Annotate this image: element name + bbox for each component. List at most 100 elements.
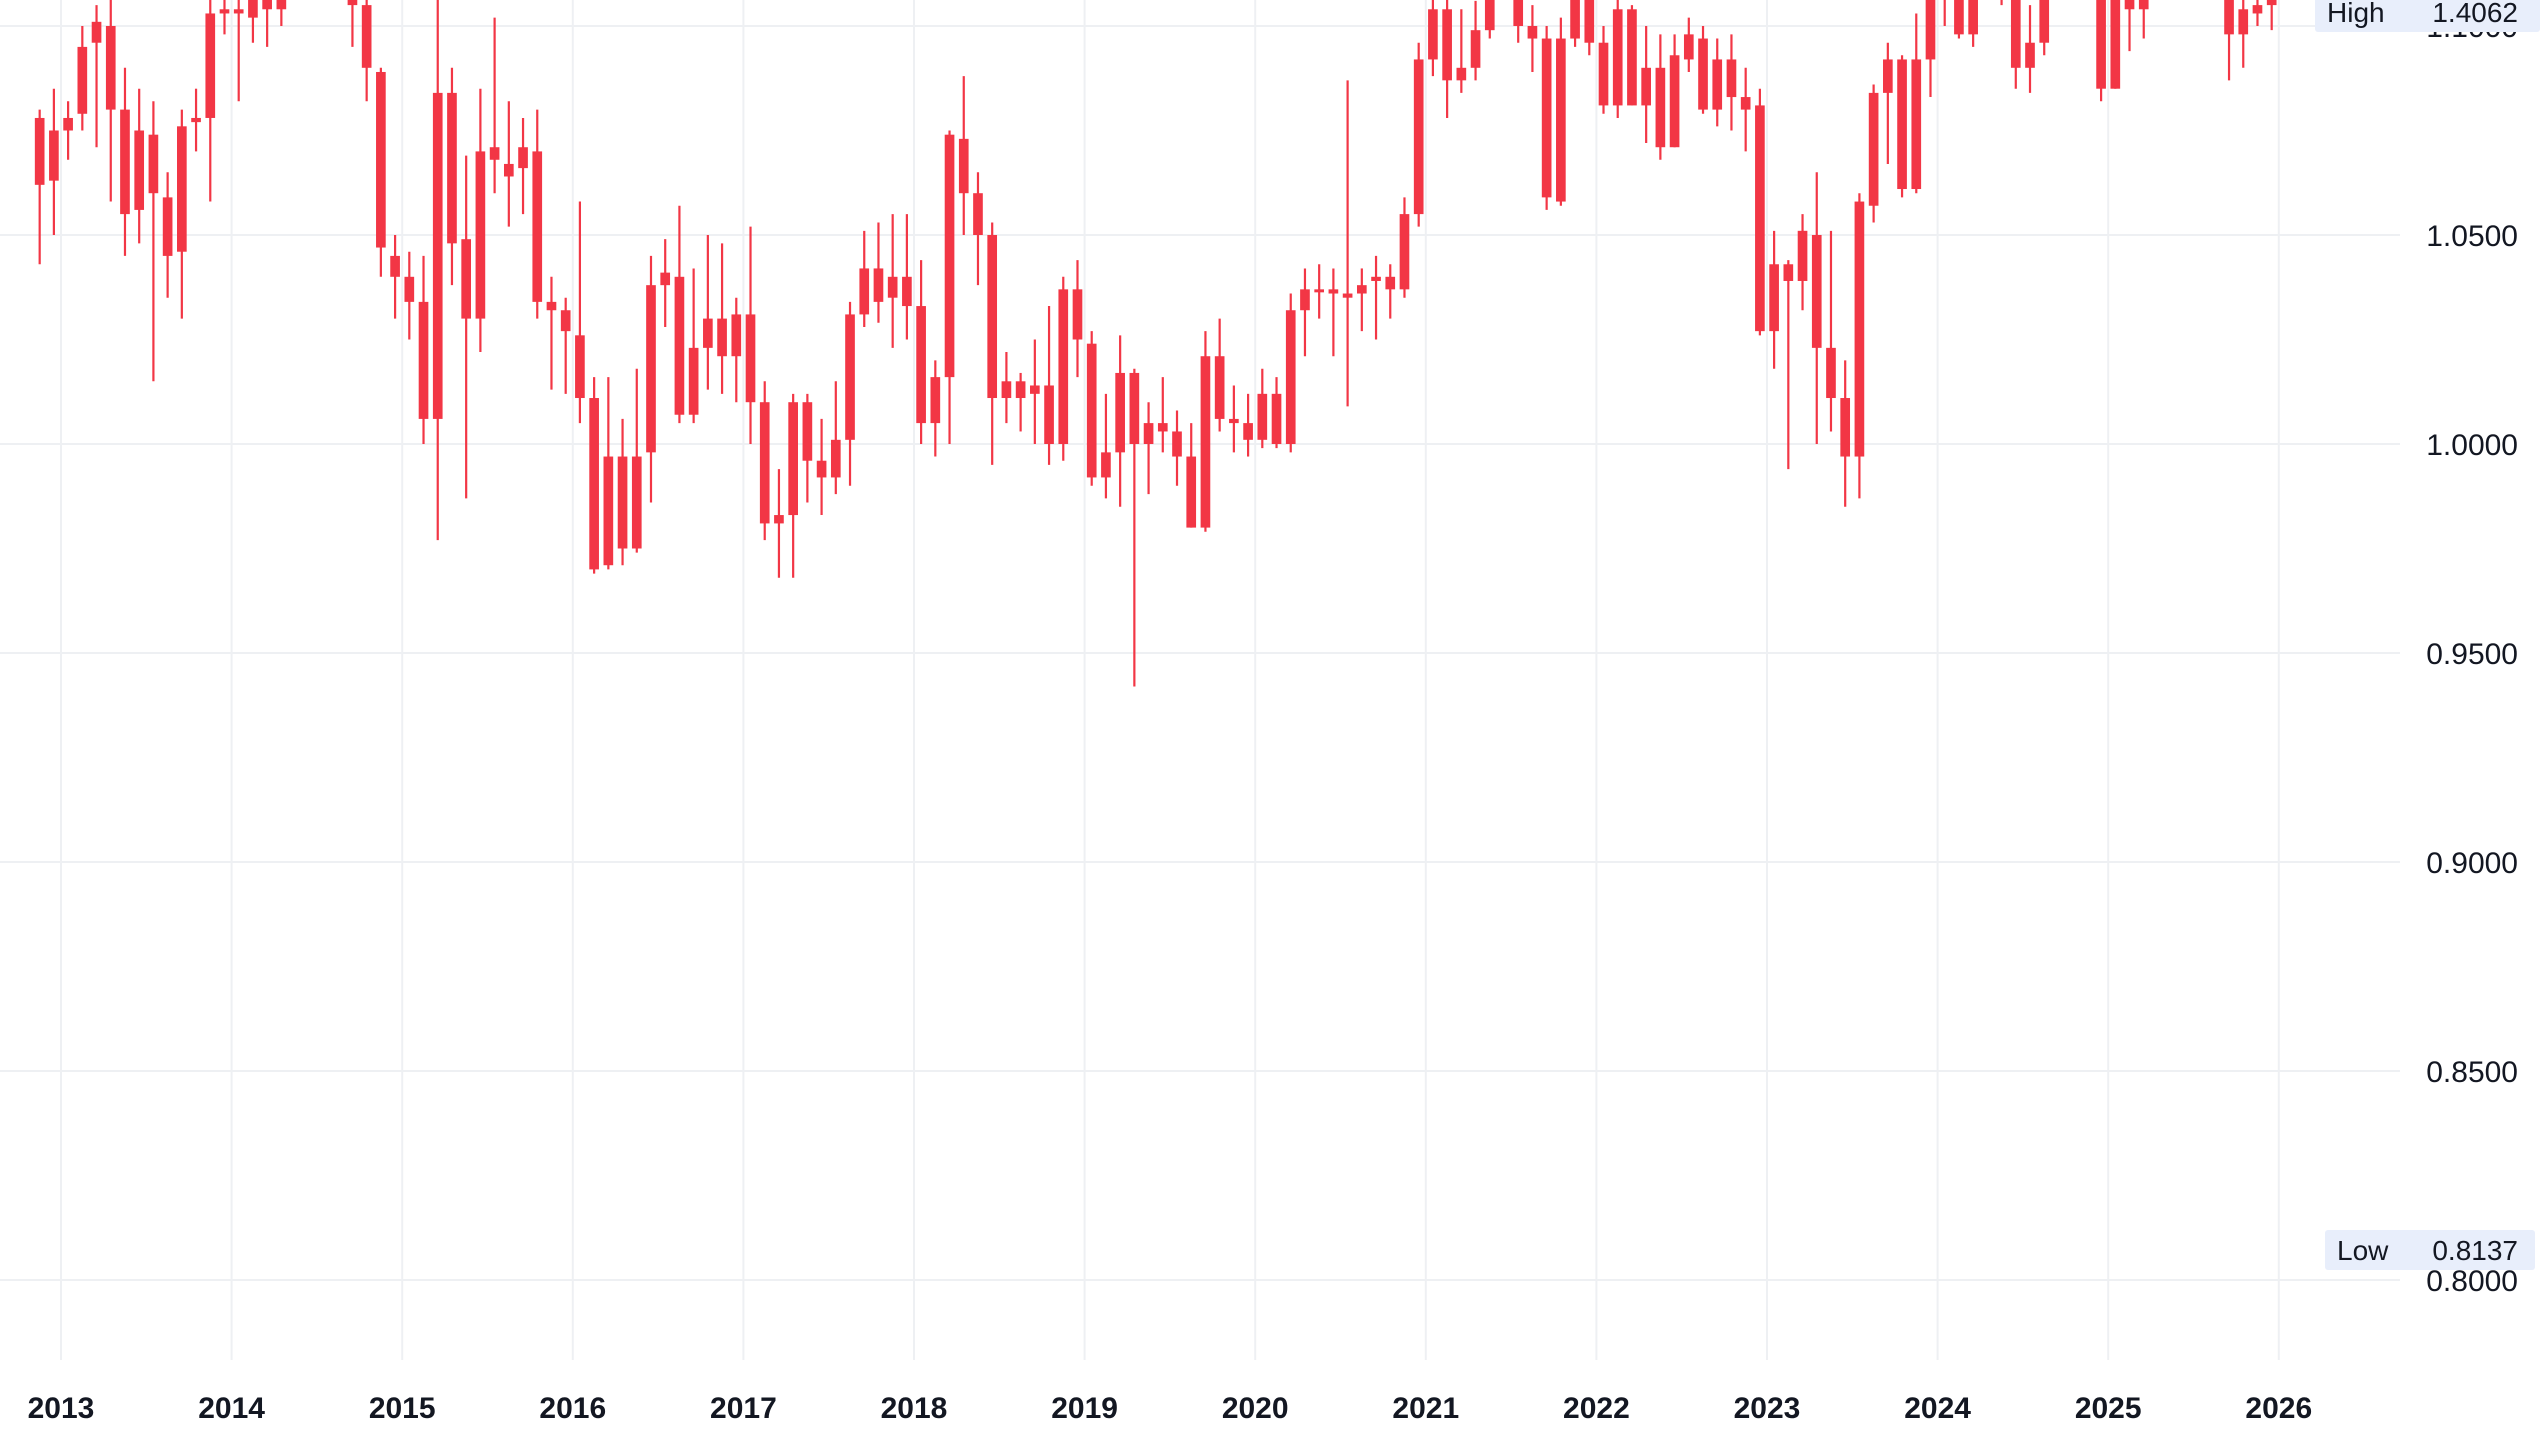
candle-body	[1086, 343, 1097, 478]
candle	[390, 235, 400, 319]
candle-body	[1143, 423, 1154, 444]
candle	[1257, 368, 1268, 449]
candle	[2096, 0, 2106, 102]
candle-body	[1811, 235, 1822, 348]
candle-body	[1897, 59, 1907, 190]
candle-body	[1442, 9, 1452, 81]
x-tick-label: 2022	[1563, 1392, 1630, 1425]
candle	[1698, 26, 1708, 114]
candle-body	[418, 301, 429, 419]
candle	[205, 0, 216, 202]
candle-body	[1200, 356, 1211, 528]
candle	[2238, 0, 2249, 68]
candle-body	[518, 147, 528, 169]
candle	[432, 0, 443, 541]
candle	[731, 297, 742, 403]
candle	[1683, 17, 1694, 72]
candle-body	[560, 310, 571, 332]
candle	[1484, 0, 1495, 39]
candle-body	[1627, 9, 1637, 106]
candle-body	[2025, 42, 2035, 68]
candle-body	[646, 285, 656, 453]
candle-body	[1157, 423, 1168, 432]
candle	[1627, 5, 1637, 106]
candle	[1925, 0, 1936, 98]
candle	[1086, 331, 1097, 486]
candle	[1428, 0, 1438, 77]
candle	[2000, 0, 2003, 6]
candle	[930, 360, 941, 457]
high-badge-bg	[2315, 0, 2540, 32]
candle	[532, 109, 543, 319]
candle-body	[447, 92, 457, 244]
candle	[49, 88, 59, 235]
candle-body	[1868, 92, 1879, 206]
candle-body	[148, 134, 159, 194]
candle-body	[2224, 0, 2234, 35]
candle	[91, 5, 102, 148]
candle-body	[1655, 67, 1666, 148]
axis-labels: 2013 2014 2015 2016 2017 2018 2019 2020 2021 2022…	[28, 11, 2518, 1425]
candle	[1811, 172, 1822, 444]
candle	[63, 101, 73, 160]
candle-body	[1214, 356, 1225, 419]
candle	[447, 67, 457, 286]
candle-body	[674, 276, 685, 415]
candle	[845, 301, 855, 486]
candle	[418, 255, 429, 444]
candle-body	[916, 306, 926, 424]
candle-body	[1172, 431, 1182, 457]
candle-body	[1854, 201, 1865, 457]
candle	[1442, 0, 1452, 118]
candle	[1200, 331, 1211, 532]
high-badge-value: 1.4062	[2432, 0, 2518, 28]
candle	[233, 0, 244, 102]
candle-body	[873, 268, 884, 302]
candle-body	[262, 0, 272, 10]
candle	[1229, 385, 1239, 453]
candles-layer	[34, 0, 2277, 687]
candle	[1556, 17, 1566, 206]
candle-body	[703, 318, 713, 348]
candle	[1371, 255, 1381, 340]
candle	[1413, 42, 1424, 227]
candle	[34, 109, 45, 265]
candle	[1214, 318, 1225, 432]
candle-body	[134, 130, 145, 210]
candle-body	[1797, 230, 1808, 281]
candle-body	[688, 347, 699, 415]
x-tick-label: 2020	[1222, 1392, 1289, 1425]
low-badge-value: 0.8137	[2432, 1235, 2518, 1266]
candle	[1797, 214, 1808, 311]
candle	[404, 251, 415, 340]
candle	[1911, 13, 1922, 194]
y-tick-label: 1.0500	[2426, 220, 2518, 253]
high-badge-label: High	[2327, 0, 2385, 28]
candle-body	[589, 398, 599, 570]
candle	[1612, 0, 1623, 118]
candle-body	[376, 71, 386, 248]
candle-body	[2124, 0, 2135, 10]
candle-body	[532, 151, 543, 302]
candle-body	[2138, 0, 2149, 10]
candle-body	[2266, 0, 2277, 6]
candle	[162, 172, 173, 298]
candle-body	[887, 276, 898, 298]
candle-body	[944, 134, 955, 378]
candle	[219, 0, 230, 35]
candle	[1897, 55, 1907, 198]
candle-body	[347, 0, 358, 6]
candle	[2025, 5, 2035, 93]
candle-body	[219, 9, 230, 14]
candle-body	[958, 138, 969, 194]
y-tick-label: 0.9000	[2426, 847, 2518, 880]
candle-body	[91, 21, 102, 43]
candle-body	[2238, 9, 2249, 35]
candle-body	[1186, 456, 1197, 528]
candle	[717, 243, 727, 394]
candle-body	[1300, 289, 1310, 311]
candle-body	[1356, 285, 1367, 294]
